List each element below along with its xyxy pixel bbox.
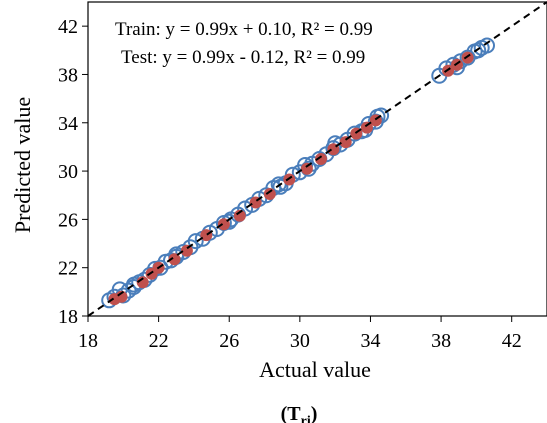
- data-point-filled: [233, 209, 246, 222]
- data-point-filled: [180, 244, 193, 257]
- test-equation: Test: y = 0.99x - 0.12, R² = 0.99: [121, 47, 365, 68]
- data-point-open: [270, 176, 287, 193]
- x-tick-label: 42: [502, 330, 522, 352]
- data-point-open: [470, 42, 487, 59]
- y-tick-label: 34: [58, 113, 78, 135]
- y-tick-label: 26: [58, 209, 78, 231]
- figure-caption: (Tri): [281, 403, 318, 423]
- data-point-filled: [168, 253, 181, 266]
- caption-close: ): [311, 403, 318, 423]
- data-point-filled: [315, 153, 327, 165]
- x-tick-label: 22: [149, 330, 169, 352]
- caption-main: (T: [281, 403, 302, 423]
- data-marks: [101, 37, 495, 309]
- y-tick-label: 38: [58, 64, 78, 86]
- data-point-filled: [136, 276, 149, 289]
- y-tick-label: 42: [58, 16, 78, 38]
- y-axis-title: Predicted value: [10, 97, 35, 233]
- y-tick-label: 22: [58, 258, 78, 280]
- x-axis-title: Actual value: [259, 357, 371, 382]
- x-tick-label: 26: [219, 330, 239, 352]
- caption-subscript: ri: [301, 414, 311, 423]
- data-point-filled: [115, 290, 128, 303]
- data-point-filled: [451, 58, 463, 71]
- x-tick-label: 38: [431, 330, 451, 352]
- x-tick-label: 18: [78, 330, 98, 352]
- reference-line: [87, 1, 547, 317]
- x-tick-label: 30: [290, 330, 310, 352]
- y-tick-label: 18: [58, 306, 78, 328]
- data-point-filled: [263, 188, 276, 200]
- data-point-filled: [461, 51, 474, 64]
- x-tick-label: 34: [360, 330, 380, 352]
- data-point-filled: [339, 136, 352, 149]
- y-tick-label: 30: [58, 161, 78, 183]
- data-point-open: [479, 37, 495, 54]
- axis-ticks: 18 22 26 30 34 38 42 18 22 26 30 34 38 42: [58, 16, 522, 352]
- data-point-open: [187, 233, 204, 250]
- data-point-filled: [200, 229, 213, 242]
- plot-area-frame: [87, 1, 547, 317]
- data-point-filled: [360, 121, 373, 134]
- train-equation: Train: y = 0.99x + 0.10, R² = 0.99: [115, 19, 373, 40]
- data-point-filled: [300, 162, 313, 175]
